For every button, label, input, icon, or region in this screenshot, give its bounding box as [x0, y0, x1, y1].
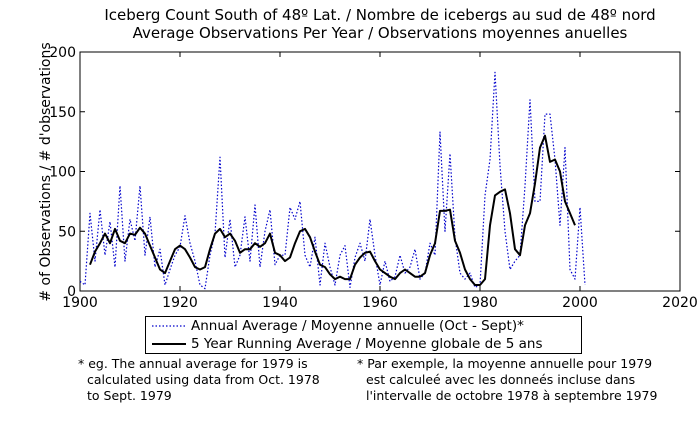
legend: Annual Average / Moyenne annuelle (Oct -… — [145, 316, 582, 354]
legend-swatch-annual — [152, 325, 186, 327]
footnote-french: * Par exemple, la moyenne annuelle pour … — [357, 356, 657, 404]
y-tick-label: 100 — [49, 165, 76, 181]
footnote-french-line: est calculeé avec les donneés incluse da… — [366, 372, 636, 387]
y-tick-label: 0 — [67, 284, 76, 300]
chart-title: Iceberg Count South of 48º Lat. / Nombre… — [104, 6, 656, 24]
legend-entry-running: 5 Year Running Average / Moyenne globale… — [146, 335, 581, 353]
y-axis-label: # of Observations / # d'observations — [38, 42, 54, 301]
footnote-english: * eg. The annual average for 1979 is cal… — [78, 356, 320, 404]
footnote-english-line: calculated using data from Oct. 1978 — [87, 372, 320, 387]
footnote-english-line: * eg. The annual average for 1979 is — [78, 356, 308, 371]
y-tick-label: 50 — [58, 224, 76, 240]
y-tick-label: 200 — [49, 45, 76, 61]
x-tick-label: 1960 — [362, 295, 398, 311]
legend-entry-annual: Annual Average / Moyenne annuelle (Oct -… — [146, 317, 581, 335]
legend-label-annual: Annual Average / Moyenne annuelle (Oct -… — [191, 318, 524, 334]
x-tick-label: 1940 — [262, 295, 298, 311]
plot-area: 1900 1920 1940 1960 1980 2000 2020 0 50 100 150 200 — [49, 45, 698, 311]
series-line-annual — [79, 71, 586, 290]
x-tick-label: 1920 — [162, 295, 198, 311]
x-tick-label: 2020 — [662, 295, 698, 311]
footnote-english-line: to Sept. 1979 — [87, 388, 172, 403]
x-tick-label: 1980 — [462, 295, 498, 311]
axes-frame — [79, 51, 681, 292]
footnote-french-line: * Par exemple, la moyenne annuelle pour … — [357, 356, 653, 371]
y-tick-label: 150 — [49, 105, 76, 121]
legend-label-running: 5 Year Running Average / Moyenne globale… — [191, 336, 543, 352]
series-line-running — [89, 134, 576, 286]
x-tick-label: 1900 — [62, 295, 98, 311]
footnote-french-line: l'intervalle de octobre 1978 à septembre… — [366, 388, 658, 403]
x-tick-label: 2000 — [562, 295, 598, 311]
legend-swatch-running — [152, 343, 186, 345]
chart-subtitle: Average Observations Per Year / Observat… — [132, 24, 628, 42]
